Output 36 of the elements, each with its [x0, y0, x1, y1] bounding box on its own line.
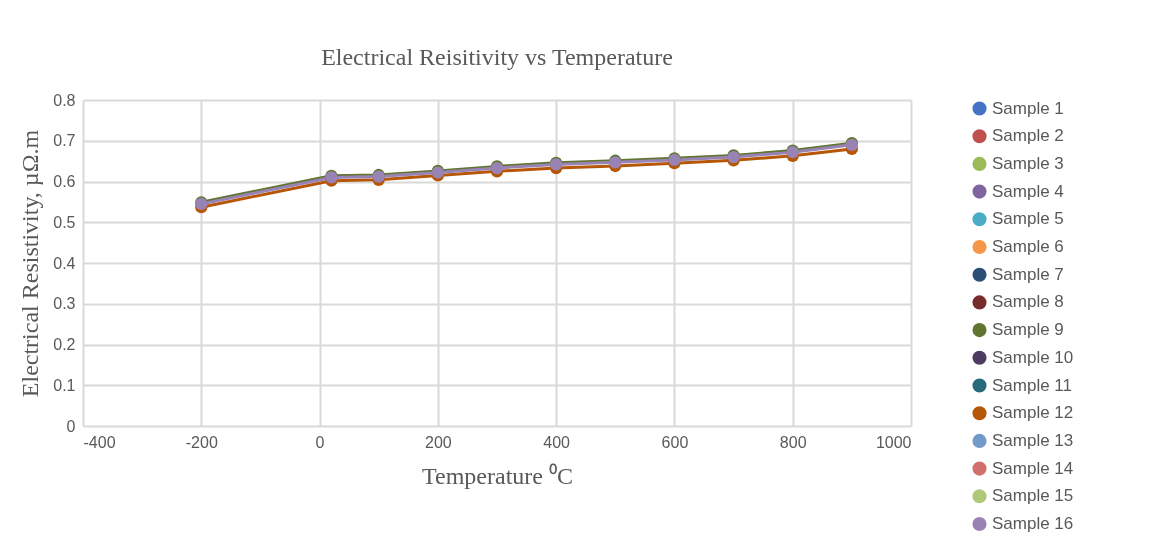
y-tick-label: 0.2: [53, 336, 76, 353]
x-tick-label: 400: [543, 433, 571, 451]
y-tick-label: 0.1: [53, 376, 76, 394]
y-tick-label: 0.5: [53, 213, 76, 231]
x-tick-label: 1000: [875, 433, 912, 451]
x-tick-label: 0: [315, 433, 325, 451]
x-tick-label: 600: [661, 433, 689, 451]
legend-label: Sample 2: [992, 126, 1064, 146]
legend-label: Sample 9: [992, 320, 1064, 340]
legend-label: Sample 15: [992, 486, 1074, 506]
legend-label: Sample 10: [992, 347, 1074, 367]
legend-label: Sample 12: [992, 403, 1074, 423]
x-tick-label: -200: [185, 433, 218, 451]
legend-label: Sample 7: [992, 264, 1064, 284]
chart-title: Electrical Reisitivity vs Temperature: [321, 44, 673, 70]
x-axis-title: Temperature ⁰C: [422, 462, 573, 489]
legend-label: Sample 16: [992, 514, 1074, 533]
legend-label: Sample 4: [992, 181, 1064, 201]
legend-label: Sample 3: [992, 153, 1064, 173]
y-tick-label: 0.8: [53, 91, 76, 109]
legend-label: Sample 11: [992, 375, 1073, 395]
x-tick-label: -400: [83, 433, 116, 451]
legend-label: Sample 6: [992, 237, 1064, 256]
y-axis-title: Electrical Resistivity, µΩ.m: [17, 129, 44, 398]
y-tick-label: 0.7: [53, 132, 76, 150]
legend-label: Sample 13: [992, 430, 1074, 450]
y-tick-label: 0.6: [53, 173, 76, 190]
y-tick-label: 0.4: [53, 254, 76, 272]
x-tick-label: 800: [779, 433, 807, 451]
y-tick-label: 0: [66, 417, 76, 435]
legend-label: Sample 5: [992, 209, 1064, 229]
x-tick-label: 200: [425, 433, 452, 451]
legend-label: Sample 14: [992, 458, 1074, 478]
legend-label: Sample 1: [992, 98, 1064, 118]
y-tick-label: 0.3: [53, 295, 76, 313]
legend-label: Sample 8: [992, 292, 1064, 312]
